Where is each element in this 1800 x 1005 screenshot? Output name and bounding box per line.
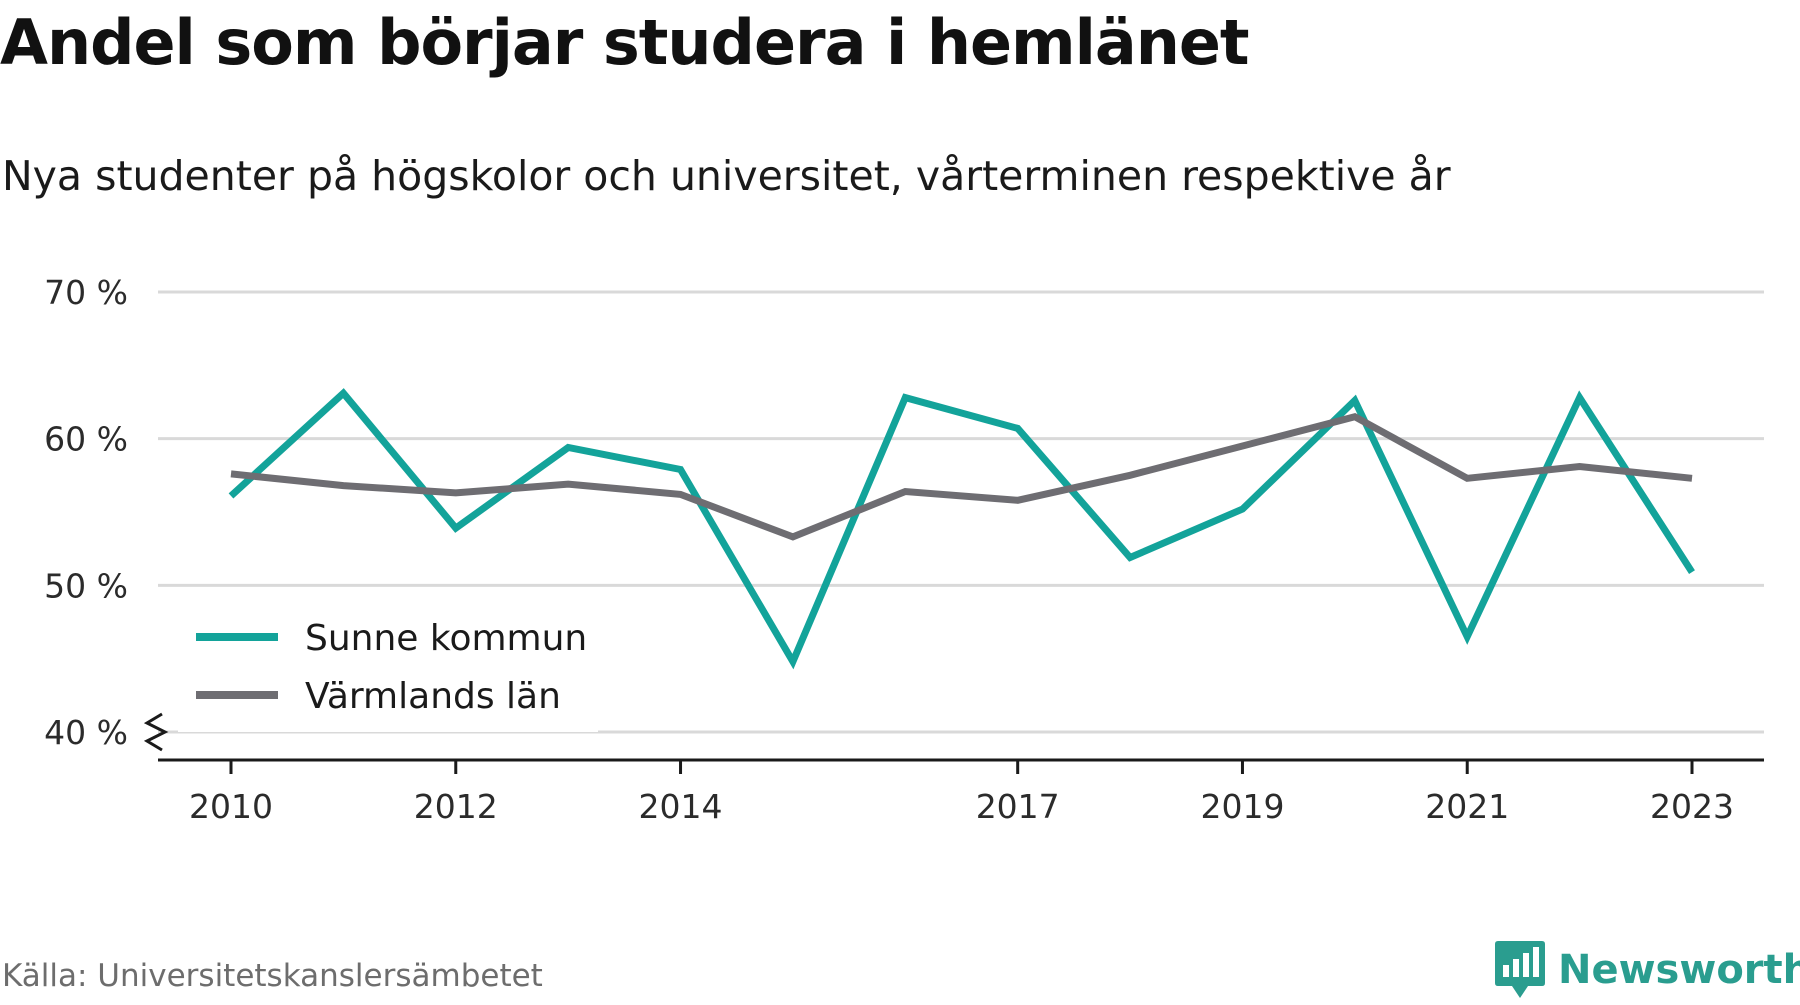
x-tick-label: 2014	[639, 787, 723, 826]
legend-background	[178, 612, 598, 732]
source-note: Källa: Universitetskanslersämbetet	[2, 958, 543, 994]
x-tick-label: 2010	[189, 787, 273, 826]
y-tick-label: 50 %	[44, 566, 128, 605]
legend-label-1: Sunne kommun	[305, 618, 587, 659]
x-tick-label: 2017	[976, 787, 1060, 826]
series-line-2	[230, 412, 1693, 541]
y-tick-label: 70 %	[44, 273, 128, 312]
series-line-1	[228, 388, 1695, 670]
legend-label-2: Värmlands län	[305, 676, 561, 717]
brand-name: Newsworthy	[1558, 947, 1800, 993]
y-tick-label: 60 %	[44, 420, 128, 459]
x-tick-label: 2012	[414, 787, 498, 826]
y-tick-label: 40 %	[44, 713, 128, 752]
brand: Newsworthy	[1494, 935, 1800, 1005]
axis-break-icon	[143, 712, 169, 752]
x-tick-label: 2023	[1650, 787, 1734, 826]
newsworthy-logo-icon	[1495, 941, 1545, 998]
chart-subtitle: Nya studenter på högskolor och universit…	[2, 152, 1451, 200]
x-tick-label: 2021	[1425, 787, 1509, 826]
x-tick-label: 2019	[1200, 787, 1284, 826]
chart-title: Andel som börjar studera i hemlänet	[0, 6, 1250, 79]
